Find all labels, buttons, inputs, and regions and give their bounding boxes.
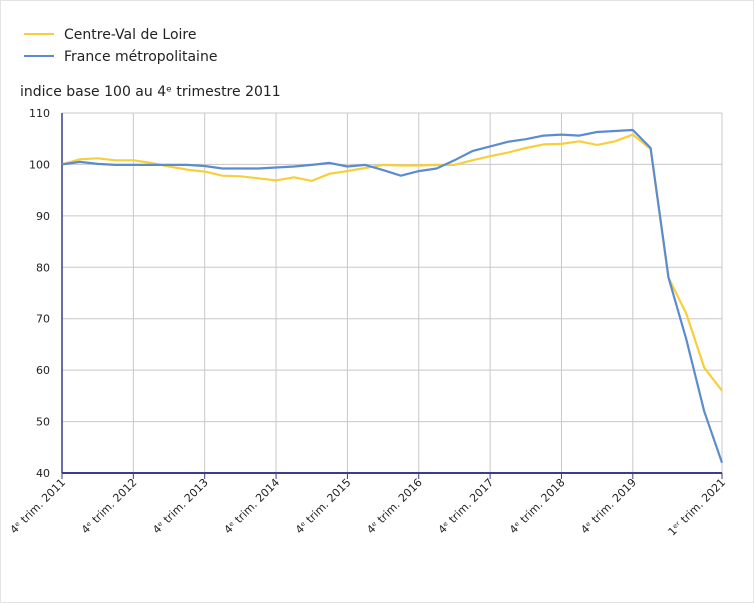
y-tick-label: 100 (29, 158, 50, 171)
y-tick-label: 80 (36, 261, 50, 274)
y-tick-label: 110 (29, 107, 50, 120)
y-tick-label: 70 (36, 313, 50, 326)
legend-label: France métropolitaine (64, 49, 217, 65)
y-tick-label: 40 (36, 467, 50, 480)
series-line (61, 128, 724, 464)
y-tick-label: 50 (36, 416, 50, 429)
y-tick-label: 90 (36, 210, 50, 223)
y-tick-label: 60 (36, 364, 50, 377)
series-line (61, 133, 723, 392)
legend-label: Centre-Val de Loire (64, 27, 196, 43)
chart-subtitle: indice base 100 au 4ᵉ trimestre 2011 (20, 84, 281, 100)
